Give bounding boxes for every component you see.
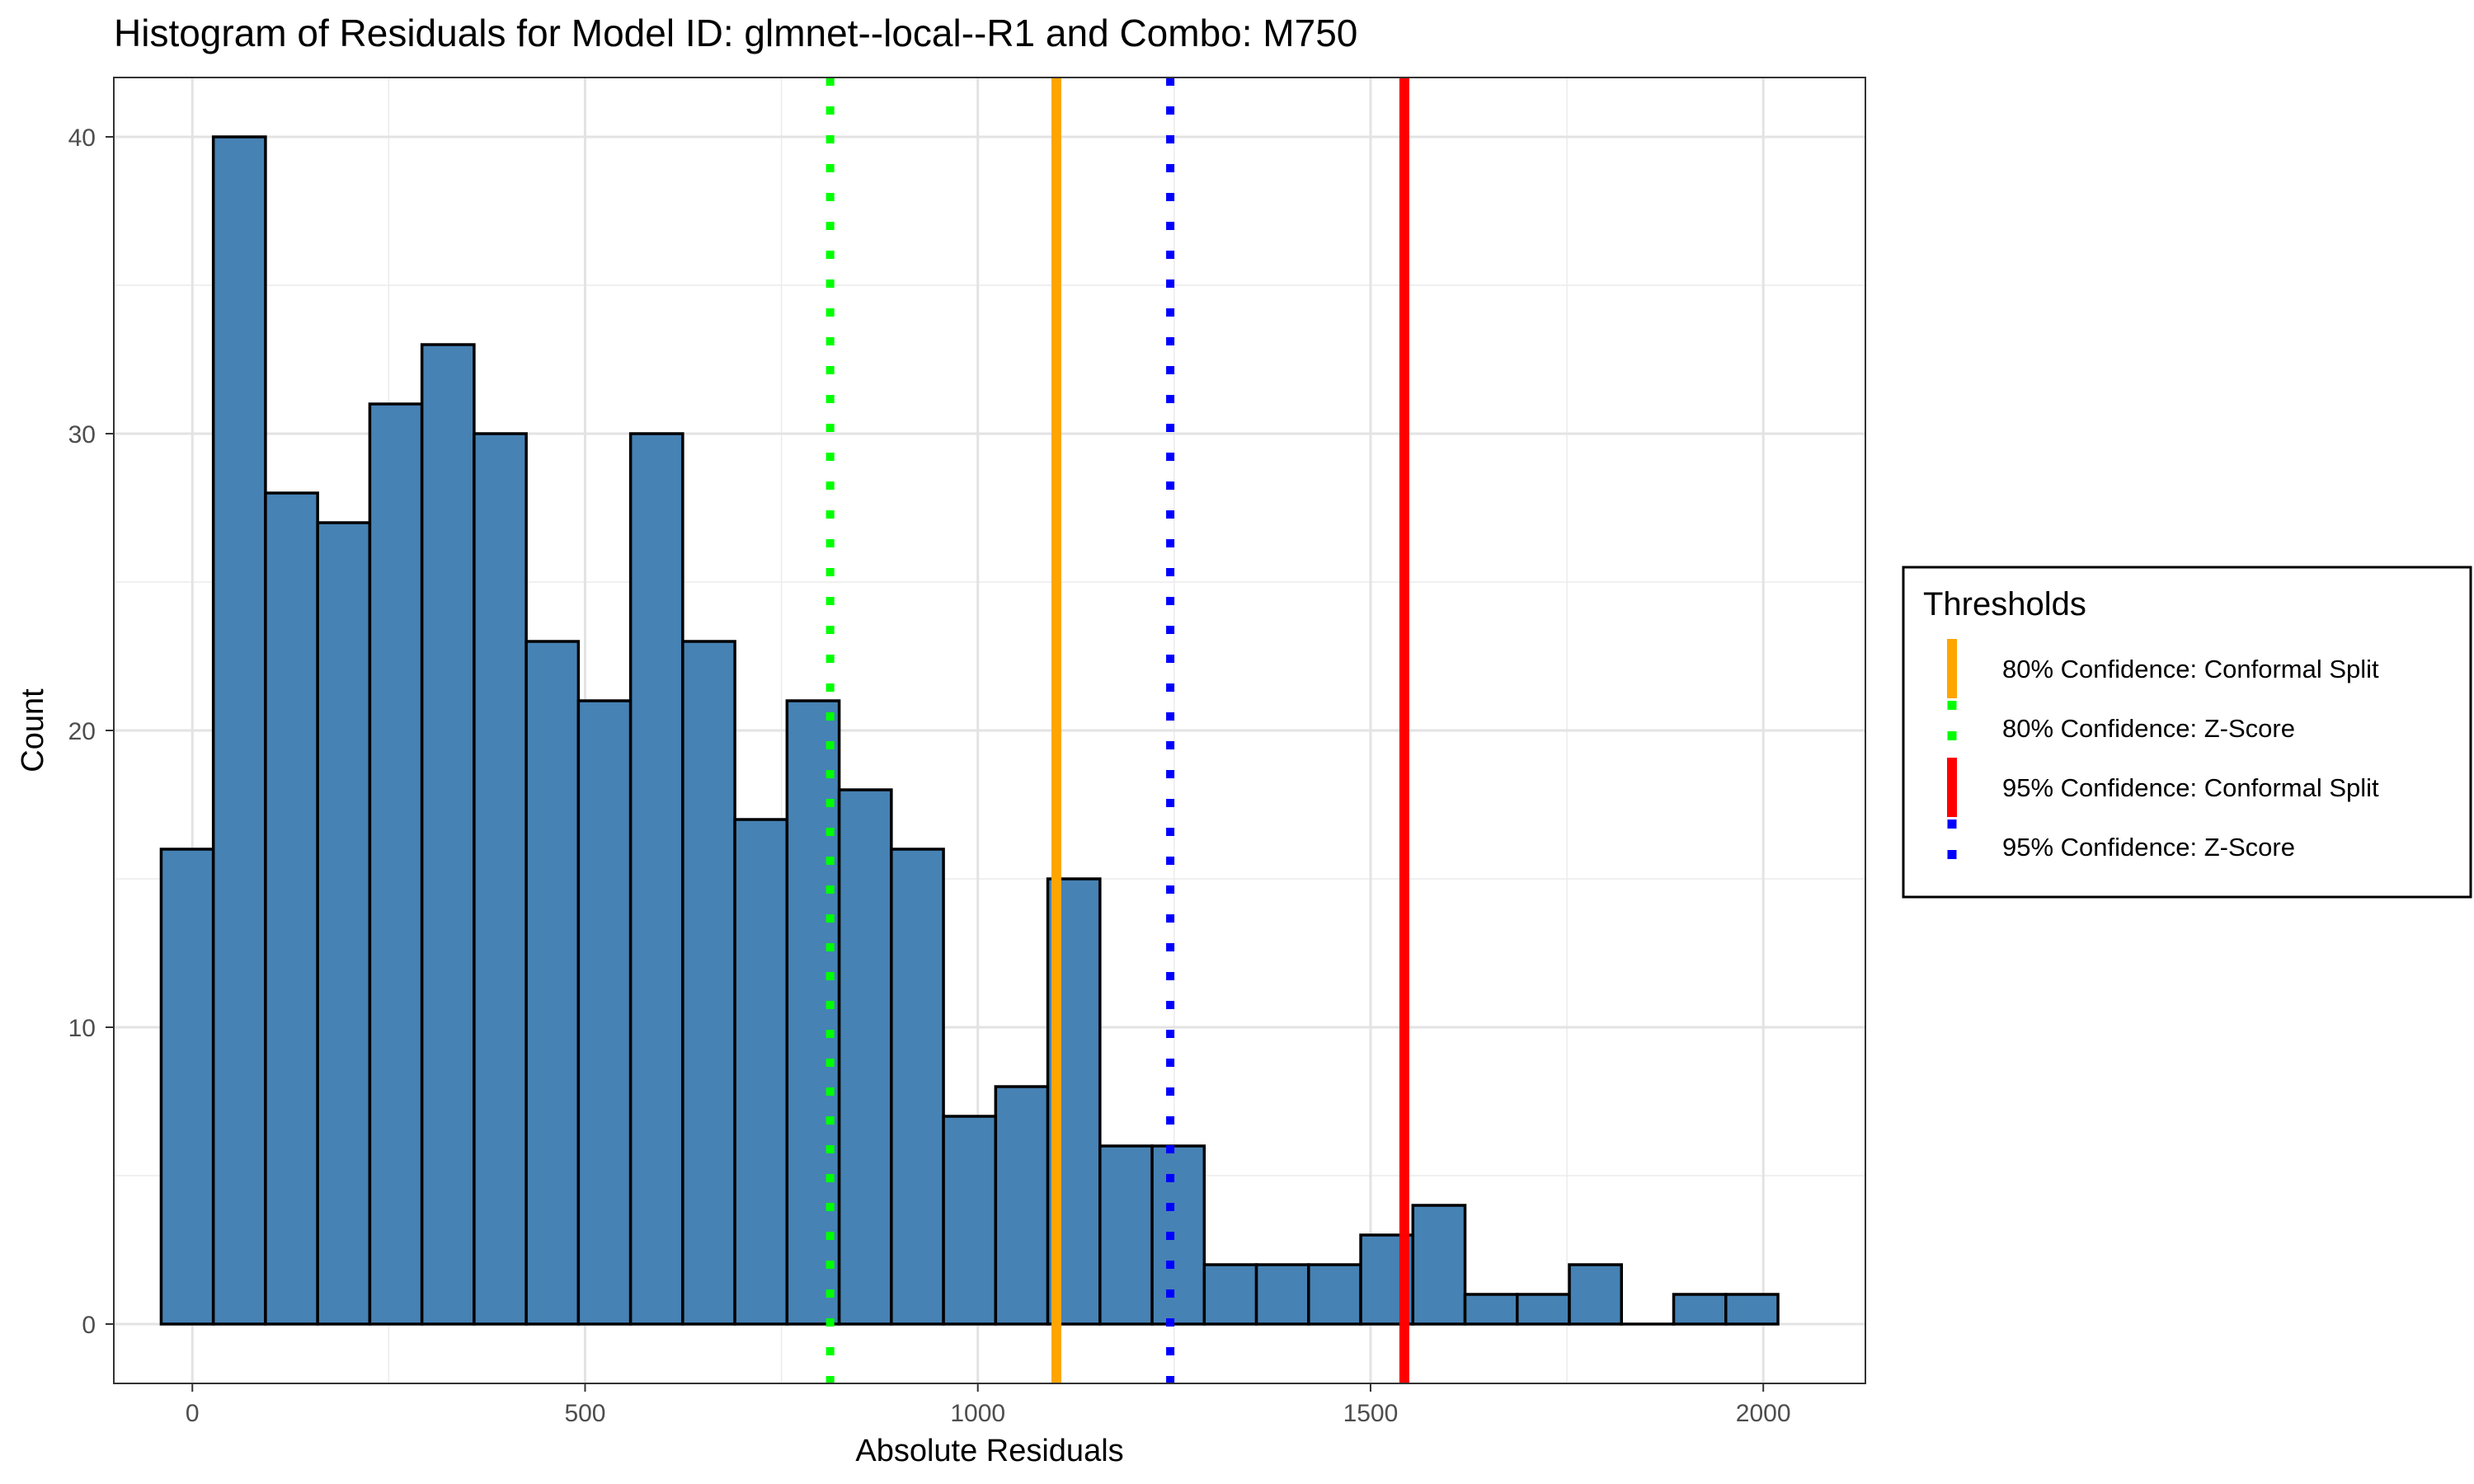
histogram-bar <box>159 848 215 1326</box>
legend-label: 95% Confidence: Conformal Split <box>2002 773 2379 802</box>
histogram-bar <box>628 432 684 1326</box>
histogram-bar <box>1307 1263 1362 1326</box>
histogram-bar <box>1568 1263 1624 1326</box>
legend-title: Thresholds <box>1923 586 2086 622</box>
histogram-bar <box>473 432 528 1326</box>
legend-box <box>1902 566 2472 899</box>
histogram-bar <box>1516 1293 1571 1326</box>
y-tick-label: 30 <box>68 421 96 448</box>
histogram-bar <box>1150 1144 1206 1326</box>
y-tick-label: 40 <box>68 124 96 152</box>
histogram-bar <box>368 402 424 1326</box>
legend: Thresholds 80% Confidence: Conformal Spl… <box>1902 566 2472 899</box>
histogram-bar <box>1411 1204 1467 1326</box>
x-tick-label: 500 <box>564 1400 605 1427</box>
x-tick-label: 0 <box>186 1400 200 1427</box>
chart-title: Histogram of Residuals for Model ID: glm… <box>114 12 1357 54</box>
histogram-bar <box>211 135 267 1326</box>
histogram-bar <box>1463 1293 1519 1326</box>
histogram-bar <box>264 491 319 1326</box>
x-axis-title: Absolute Residuals <box>855 1434 1123 1468</box>
legend-label: 95% Confidence: Z-Score <box>2002 833 2295 862</box>
histogram-bar <box>420 343 476 1326</box>
histogram-bar <box>890 848 945 1326</box>
histogram-bar <box>837 788 893 1326</box>
histogram-bar <box>1202 1263 1258 1326</box>
x-tick-label: 1000 <box>950 1400 1005 1427</box>
legend-label: 80% Confidence: Z-Score <box>2002 714 2295 743</box>
threshold-lines <box>825 77 1409 1383</box>
histogram-bar <box>576 699 633 1326</box>
histogram-bar <box>1672 1293 1728 1326</box>
histogram-bar <box>785 699 841 1326</box>
y-tick-label: 0 <box>82 1312 96 1339</box>
x-tick-label: 2000 <box>1736 1400 1791 1427</box>
histogram-bar <box>1724 1293 1780 1326</box>
histogram-bar <box>1254 1263 1310 1326</box>
y-tick-label: 20 <box>68 718 96 745</box>
histogram-bar <box>733 818 789 1326</box>
histogram-bar <box>1098 1144 1154 1326</box>
y-axis-title: Count <box>16 688 50 773</box>
legend-items: 80% Confidence: Conformal Split 80% Confi… <box>1947 639 2379 876</box>
histogram-bar <box>994 1085 1050 1326</box>
y-axis-ticks: 0 10 20 30 40 <box>68 124 114 1339</box>
x-tick-label: 1500 <box>1343 1400 1399 1427</box>
histogram-bar <box>524 640 581 1326</box>
histogram-bar <box>681 640 736 1326</box>
x-axis-ticks: 0 500 1000 1500 2000 <box>186 1383 1791 1427</box>
legend-label: 80% Confidence: Conformal Split <box>2002 655 2379 683</box>
y-tick-label: 10 <box>68 1015 96 1042</box>
histogram-bar <box>942 1115 998 1326</box>
histogram-bar <box>316 521 372 1326</box>
